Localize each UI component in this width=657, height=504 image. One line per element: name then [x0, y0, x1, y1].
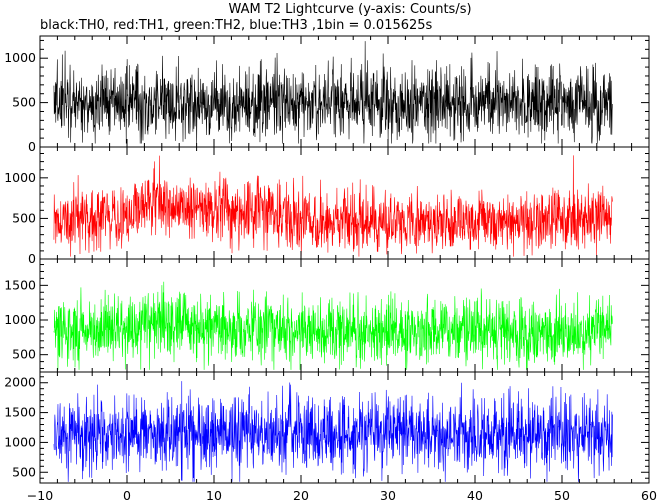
series-th0	[53, 41, 613, 144]
panel-th1: 0 500 1000	[4, 146, 650, 266]
x-tick-label: 40	[467, 488, 483, 503]
x-tick-label: 30	[380, 488, 396, 503]
panel-th2: 500 1000 1500	[4, 258, 650, 373]
chart-subtitle: black:TH0, red:TH1, green:TH2, blue:TH3 …	[40, 18, 433, 33]
y-tick-label: 1000	[4, 434, 36, 449]
y-tick-label: 1500	[4, 277, 36, 292]
chart-title: WAM T2 Lightcurve (y-axis: Counts/s)	[228, 2, 471, 17]
y-tick-label: 0	[28, 251, 36, 266]
y-tick-label: 500	[12, 95, 36, 110]
y-tick-label: 1000	[4, 50, 36, 65]
y-tick-label: 1000	[4, 312, 36, 327]
y-tick-label: 1000	[4, 170, 36, 185]
y-tick-label: 1500	[4, 405, 36, 420]
y-tick-label: 500	[12, 210, 36, 225]
panel-th3: 500 1000 1500 2000	[4, 371, 650, 484]
y-tick-label: 0	[28, 139, 36, 154]
x-tick-label: 50	[554, 488, 570, 503]
x-tick-label: 0	[123, 488, 131, 503]
y-tick-label: 500	[12, 464, 36, 479]
x-axis: −10 0 10 20 30 40 50 60	[27, 488, 657, 503]
series-th3	[53, 381, 613, 482]
x-tick-label: 60	[641, 488, 657, 503]
y-tick-label: 2000	[4, 375, 36, 390]
series-th2	[53, 281, 613, 370]
panel-frame	[39, 371, 650, 484]
y-tick-label: 500	[12, 347, 36, 362]
panels: 0 500 1000 0 500 1000 500 1000 1500 500 1000 1500 20…	[4, 35, 650, 484]
series-th1	[53, 155, 613, 257]
panel-th0: 0 500 1000	[4, 35, 650, 154]
x-tick-label: −10	[27, 488, 53, 503]
x-tick-label: 10	[206, 488, 222, 503]
x-tick-label: 20	[293, 488, 309, 503]
panel-frame	[39, 258, 650, 373]
